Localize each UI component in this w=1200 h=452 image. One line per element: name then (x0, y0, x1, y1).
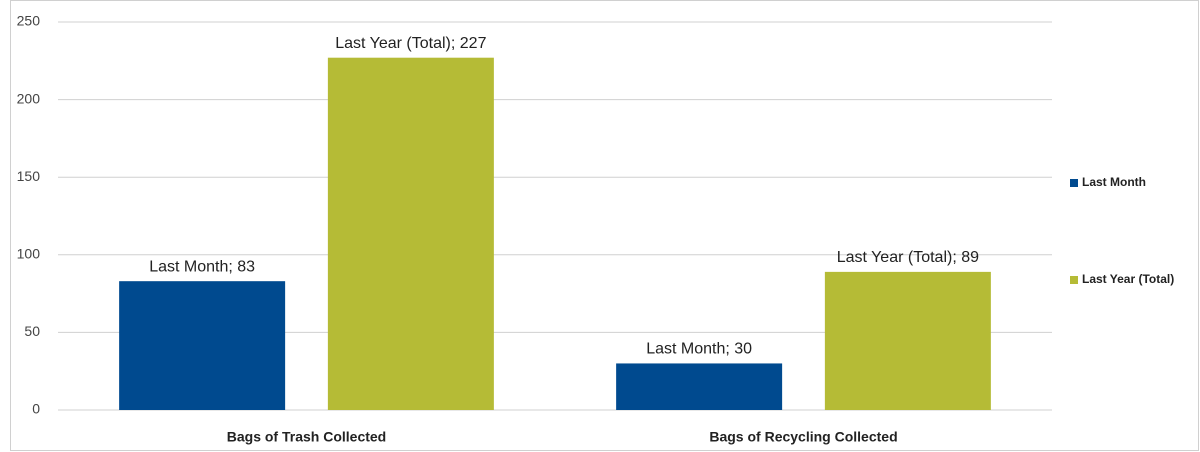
y-tick-label: 150 (17, 168, 41, 184)
y-tick-label: 200 (17, 90, 41, 106)
x-tick-label: Bags of Trash Collected (227, 429, 386, 445)
data-label: Last Year (Total); 89 (837, 249, 979, 266)
legend-label: Last Year (Total) (1082, 272, 1174, 286)
y-tick-label: 250 (17, 13, 41, 29)
bar (616, 363, 783, 410)
bar (327, 57, 494, 411)
legend-label: Last Month (1082, 175, 1146, 189)
bar (119, 281, 286, 410)
legend-swatch (1070, 179, 1078, 187)
legend-swatch (1070, 276, 1078, 284)
data-label: Last Year (Total); 227 (335, 35, 486, 52)
bar (824, 271, 991, 410)
chart-border (10, 0, 1199, 451)
y-tick-label: 0 (32, 401, 40, 417)
x-tick-label: Bags of Recycling Collected (709, 429, 897, 445)
y-tick-label: 50 (24, 323, 40, 339)
data-label: Last Month; 83 (149, 258, 255, 275)
data-label: Last Month; 30 (646, 341, 752, 358)
y-tick-label: 100 (17, 246, 41, 262)
